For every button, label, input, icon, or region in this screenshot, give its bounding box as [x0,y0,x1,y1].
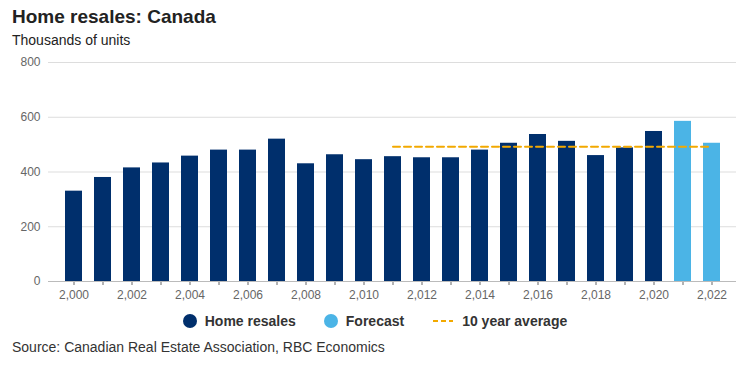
html-text:Home resales: Home resales [204,313,296,329]
svg-text:400: 400 [20,165,40,179]
svg-text:800: 800 [20,55,40,69]
svg-text:2,006: 2,006 [233,288,263,302]
html-text:Forecast: Forecast [345,313,405,329]
svg-text:600: 600 [20,110,40,124]
svg-text:2,000: 2,000 [59,288,89,302]
svg-text:2,018: 2,018 [581,288,611,302]
svg-text:2,022: 2,022 [697,288,727,302]
svg-text:2,002: 2,002 [117,288,147,302]
html-text:10 year average: 10 year average [462,313,568,329]
svg-text:2,004: 2,004 [175,288,205,302]
html-text:Home resales: Canada: Home resales: Canada [12,6,216,27]
svg-text:2,008: 2,008 [291,288,321,302]
svg-text:2,016: 2,016 [523,288,553,302]
html-text:Source: Canadian Real Estate A: Source: Canadian Real Estate Association… [12,339,385,355]
svg-text:0: 0 [34,274,41,288]
svg-text:2,020: 2,020 [639,288,669,302]
svg-text:2,010: 2,010 [349,288,379,302]
html-text:Thousands of units: Thousands of units [12,32,131,48]
svg-text:2,012: 2,012 [407,288,437,302]
svg-text:200: 200 [20,220,40,234]
svg-text:2,014: 2,014 [465,288,495,302]
